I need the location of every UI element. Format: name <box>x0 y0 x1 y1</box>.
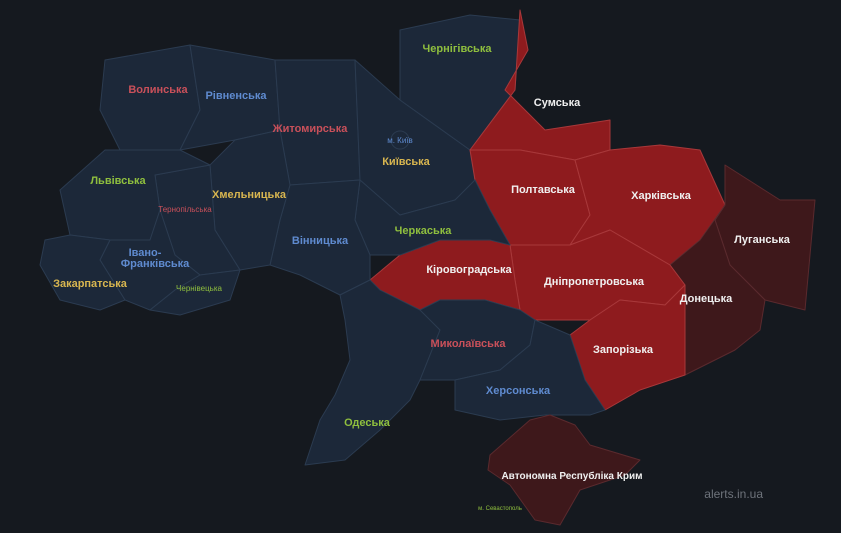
label-volynska: Волинська <box>128 84 188 96</box>
label-zhytomyrska: Житомирська <box>272 123 349 135</box>
label-zakarpatska: Закарпатська <box>53 278 128 290</box>
label-chernivetska: Чернівецька <box>176 284 222 293</box>
label-khersonska: Херсонська <box>486 385 551 397</box>
label-sevastopol: м. Севастополь <box>478 506 522 512</box>
label-lvivska: Львівська <box>90 175 146 187</box>
label-luhanska: Луганська <box>734 234 791 246</box>
label-ternopilska: Тернопільська <box>158 205 212 214</box>
label-chernihivska: Чернігівська <box>423 43 493 55</box>
label-ivano-frankivska-1: Івано- <box>129 247 162 259</box>
label-crimea: Автономна Республіка Крим <box>501 470 642 482</box>
label-cherkaska: Черкаська <box>395 225 453 237</box>
region-kyiv-city[interactable] <box>390 130 410 150</box>
region-chernivetska[interactable] <box>149 269 241 316</box>
label-odeska: Одеська <box>344 417 391 429</box>
label-dnipropetrovska: Дніпропетровська <box>544 276 645 288</box>
label-ivano-frankivska-2: Франківська <box>121 258 190 270</box>
label-kharkivska: Харківська <box>631 190 692 202</box>
brand-watermark: alerts.in.ua <box>704 487 763 501</box>
label-zaporizka: Запорізька <box>593 344 654 356</box>
region-odeska[interactable] <box>304 279 441 466</box>
label-donetska: Донецька <box>680 293 733 305</box>
label-poltavska: Полтавська <box>511 184 576 196</box>
label-kirovohradska: Кіровоградська <box>426 264 512 276</box>
label-kyivska: Київська <box>382 156 430 168</box>
label-mykolaivska: Миколаївська <box>431 338 507 350</box>
label-kyiv-city: м. Київ <box>387 136 413 145</box>
label-vinnytska: Вінницька <box>292 235 349 247</box>
region-volynska[interactable] <box>99 44 201 151</box>
region-zakarpatska[interactable] <box>39 234 126 311</box>
label-sumska: Сумська <box>534 97 581 109</box>
region-crimea[interactable] <box>487 414 641 526</box>
label-rivnenska: Рівненська <box>205 90 267 102</box>
region-khersonska[interactable] <box>454 319 606 421</box>
label-khmelnytska: Хмельницька <box>212 189 287 201</box>
